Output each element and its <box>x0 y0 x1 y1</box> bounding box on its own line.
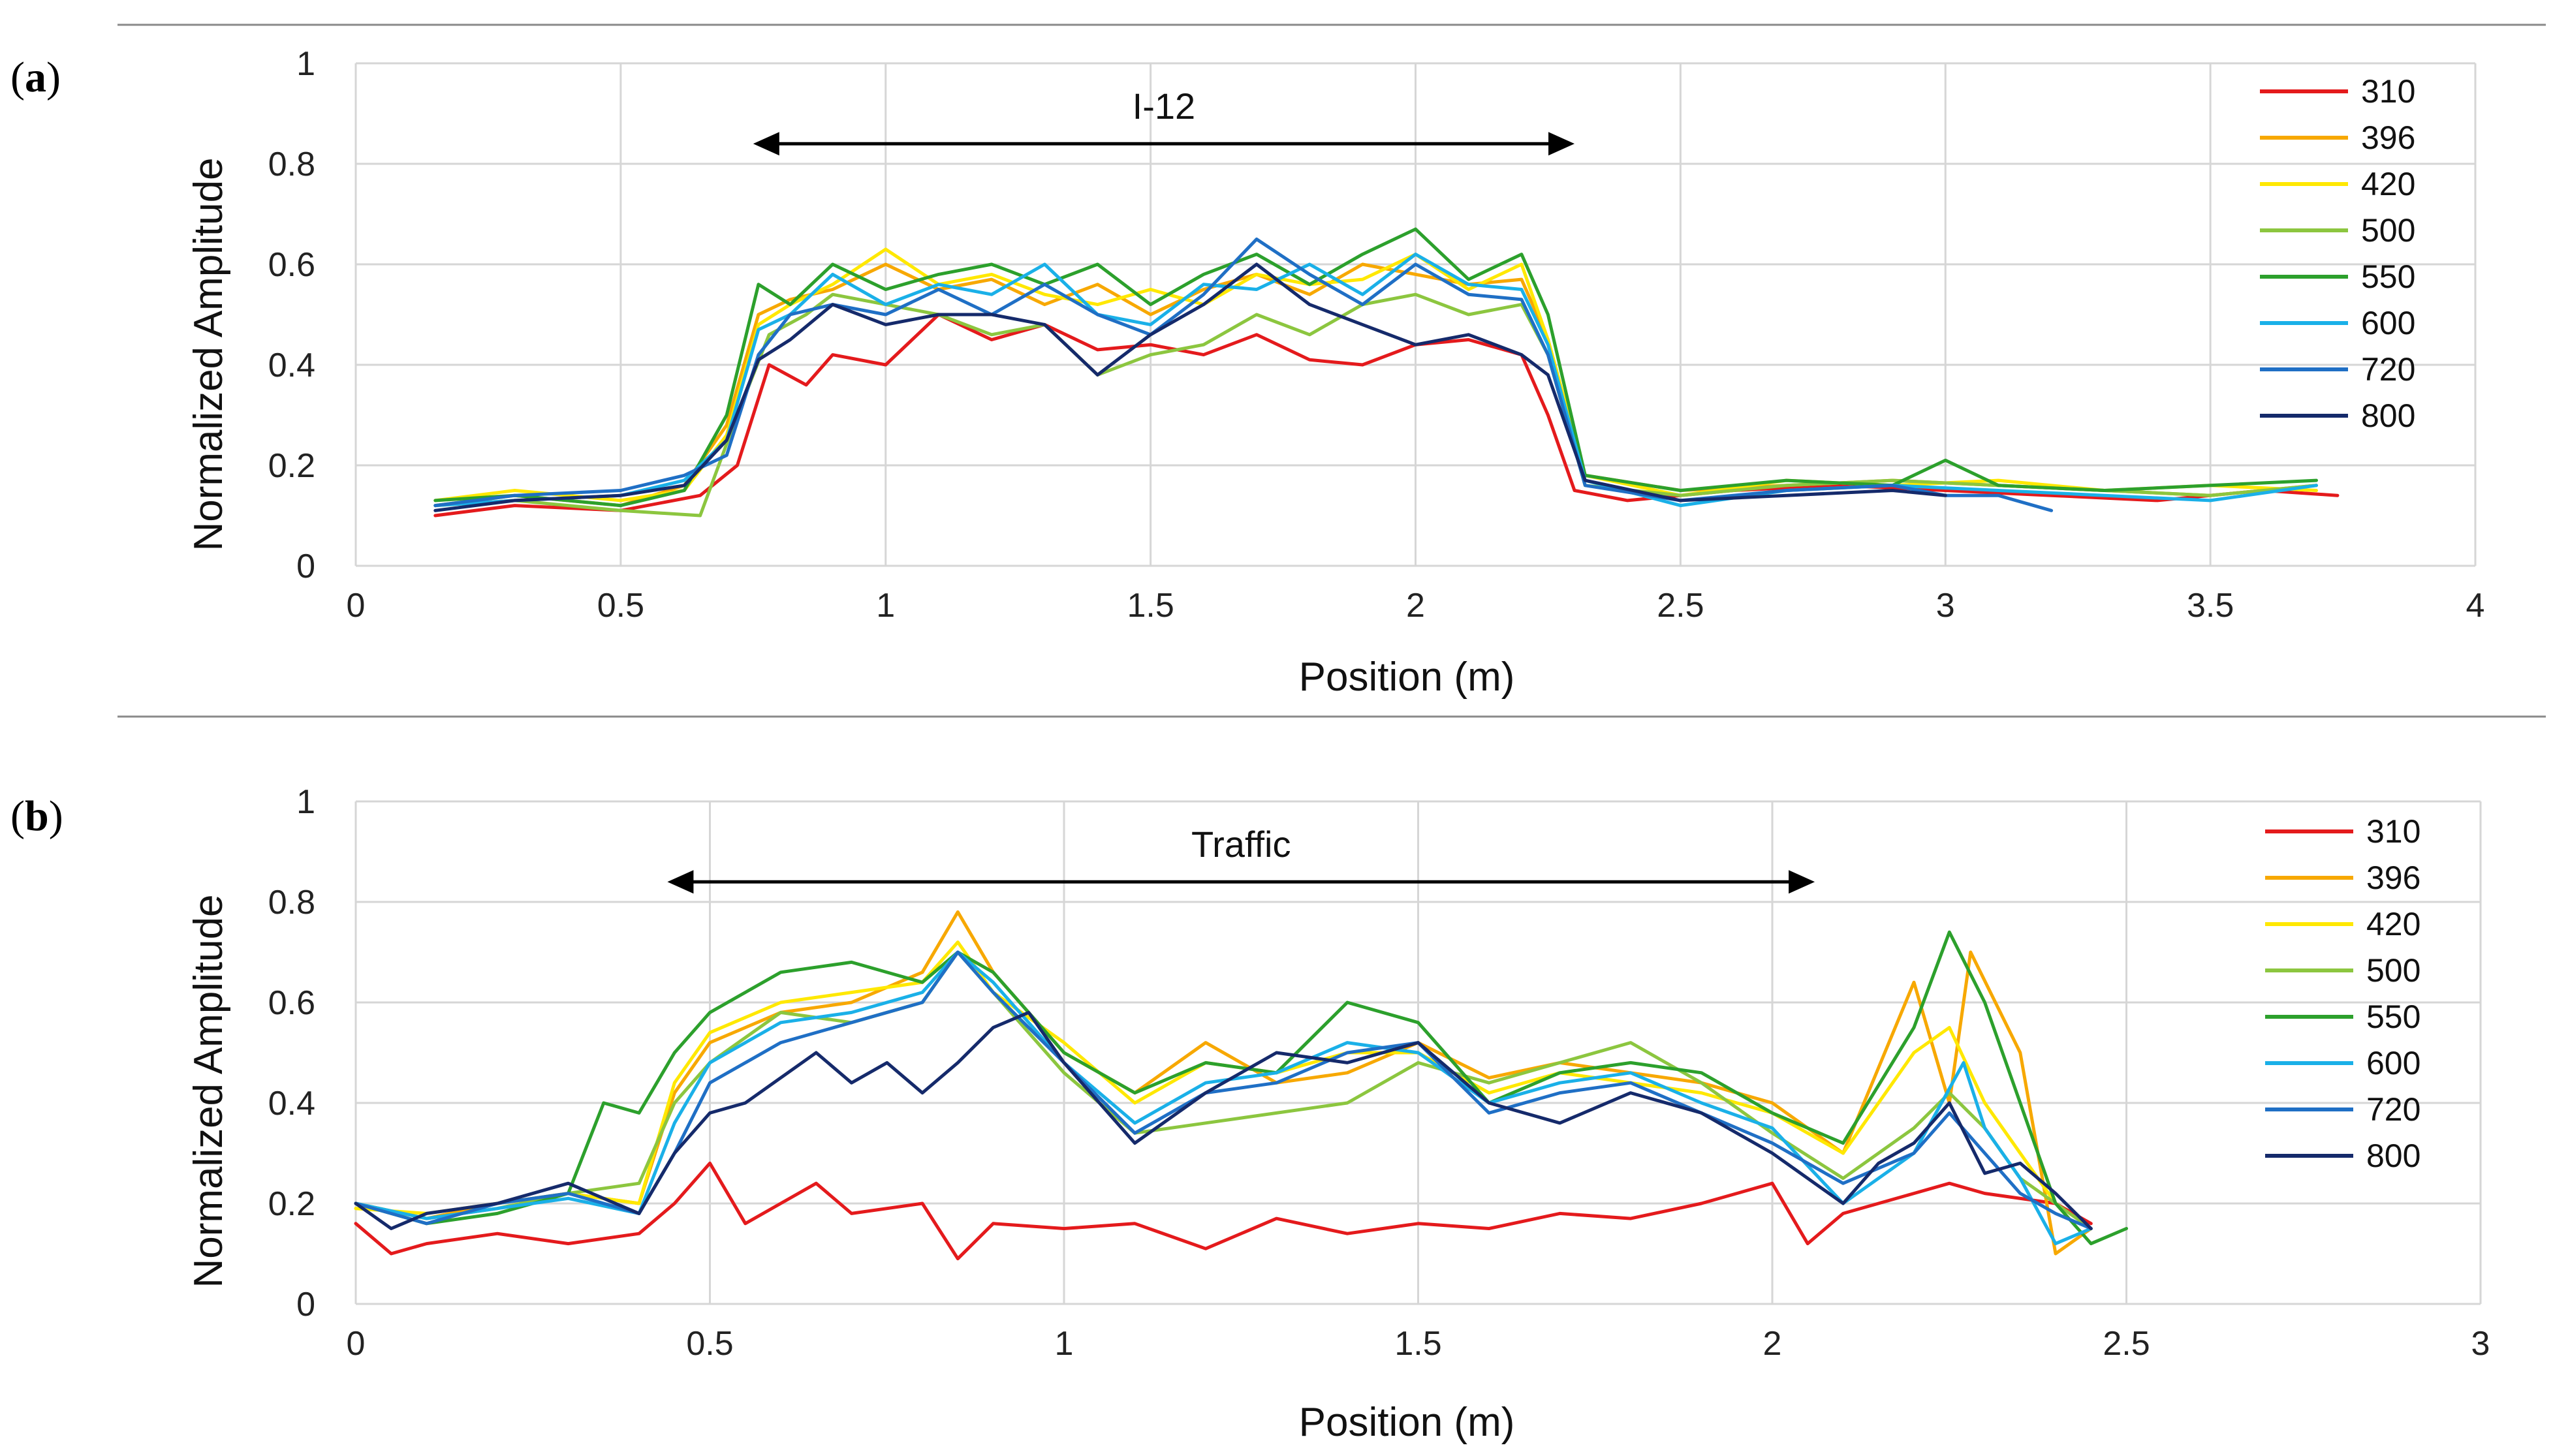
series-line-550-a <box>433 227 2318 508</box>
annotation-label-b: Traffic <box>1191 824 1291 865</box>
series-line-600-b <box>354 950 2093 1246</box>
arrowhead-right-b <box>1789 870 1815 894</box>
legend-b: 310 396 420 500 550 600 720 800 <box>2265 813 2420 1174</box>
legend-label-500-a: 500 <box>2361 212 2415 249</box>
x-tick-label-b: 2 <box>1763 1325 1782 1363</box>
legend-label-310-a: 310 <box>2361 73 2415 110</box>
y-tick-label-b: 0.6 <box>268 984 315 1022</box>
legend-label-396-a: 396 <box>2361 119 2415 156</box>
series-line-500-b <box>354 950 2093 1230</box>
panel-label-b: (b) <box>10 792 63 840</box>
panel-label-a: (a) <box>10 54 61 101</box>
annotation-a: I-12 <box>753 85 1575 156</box>
series-line-420-a <box>433 247 2318 503</box>
legend-label-550-b: 550 <box>2366 999 2420 1035</box>
legend-label-310-b: 310 <box>2366 813 2420 850</box>
legend-label-500-b: 500 <box>2366 952 2420 989</box>
series-line-550-b <box>354 930 2128 1246</box>
x-axis-title-a: Position (m) <box>1299 655 1515 700</box>
series-line-310-a <box>433 313 2340 518</box>
legend-label-720-b: 720 <box>2366 1091 2420 1128</box>
annotation-label-a: I-12 <box>1133 85 1196 127</box>
x-tick-label-b: 0 <box>347 1325 366 1363</box>
legend-label-800-b: 800 <box>2366 1138 2420 1174</box>
legend-label-800-a: 800 <box>2361 397 2415 434</box>
x-tick-label-b: 2.5 <box>2103 1325 2150 1363</box>
legend-label-420-b: 420 <box>2366 906 2420 942</box>
y-tick-label-b: 0 <box>296 1286 315 1324</box>
series-line-310-b <box>354 1161 2093 1261</box>
series-line-396-b <box>354 910 2093 1256</box>
y-tick-label-a: 0 <box>296 548 315 585</box>
x-tick-label-a: 4 <box>2466 587 2485 625</box>
gridlines-b <box>354 800 2482 1305</box>
legend-label-420-a: 420 <box>2361 166 2415 202</box>
y-tick-label-a: 0.2 <box>268 447 315 485</box>
series-line-800-b <box>354 1010 2093 1230</box>
x-tick-label-b: 3 <box>2471 1325 2490 1363</box>
y-tick-labels-b: 0 0.2 0.4 0.6 0.8 1 <box>268 783 315 1324</box>
x-tick-label-b: 1 <box>1055 1325 1074 1363</box>
legend-label-720-a: 720 <box>2361 351 2415 388</box>
series-line-720-a <box>433 238 2054 512</box>
y-tick-label-b: 1 <box>296 783 315 821</box>
x-tick-label-a: 0 <box>347 587 366 625</box>
y-axis-title-a: Normalized Amplitude <box>186 157 231 551</box>
x-tick-labels-b: 0 0.5 1 1.5 2 2.5 3 <box>347 1325 2490 1363</box>
panel-b: (b) 0 0.2 0.4 0.6 0.8 1 0 0.5 1 1.5 2 2.5 3 Positio… <box>10 783 2490 1445</box>
y-tick-label-b: 0.4 <box>268 1085 315 1123</box>
y-tick-label-a: 0.8 <box>268 146 315 183</box>
x-tick-label-a: 2.5 <box>1657 587 1704 625</box>
y-tick-labels-a: 0 0.2 0.4 0.6 0.8 1 <box>268 45 315 585</box>
x-tick-label-a: 0.5 <box>597 587 644 625</box>
plot-area-a <box>433 227 2340 518</box>
series-line-800-a <box>433 262 1947 512</box>
y-tick-label-a: 1 <box>296 45 315 83</box>
y-axis-title-b: Normalized Amplitude <box>186 894 231 1288</box>
x-tick-label-b: 0.5 <box>686 1325 733 1363</box>
y-tick-label-b: 0.8 <box>268 884 315 922</box>
x-tick-labels-a: 0 0.5 1 1.5 2 2.5 3 3.5 4 <box>347 587 2485 625</box>
y-tick-label-b: 0.2 <box>268 1185 315 1223</box>
legend-label-396-b: 396 <box>2366 860 2420 896</box>
legend-label-600-a: 600 <box>2361 305 2415 341</box>
legend-label-600-b: 600 <box>2366 1045 2420 1081</box>
y-tick-label-a: 0.4 <box>268 347 315 384</box>
annotation-b: Traffic <box>667 824 1815 894</box>
arrowhead-left-b <box>667 870 694 894</box>
x-tick-label-b: 1.5 <box>1394 1325 1441 1363</box>
legend-a: 310 396 420 500 550 600 720 800 <box>2260 73 2415 434</box>
arrowhead-left-a <box>753 132 779 156</box>
x-tick-label-a: 1.5 <box>1127 587 1174 625</box>
arrowhead-right-a <box>1548 132 1575 156</box>
x-axis-title-b: Position (m) <box>1299 1400 1515 1445</box>
x-tick-label-a: 2 <box>1406 587 1425 625</box>
legend-label-550-a: 550 <box>2361 258 2415 295</box>
x-tick-label-a: 1 <box>876 587 895 625</box>
x-tick-label-a: 3 <box>1936 587 1955 625</box>
panel-a: (a) 0 0.2 0.4 0.6 0.8 1 0 0.5 1 1.5 2 2.5 3 3.5 4 Pos… <box>10 45 2484 700</box>
y-tick-label-a: 0.6 <box>268 246 315 284</box>
plot-area-b <box>354 910 2128 1261</box>
x-tick-label-a: 3.5 <box>2187 587 2234 625</box>
